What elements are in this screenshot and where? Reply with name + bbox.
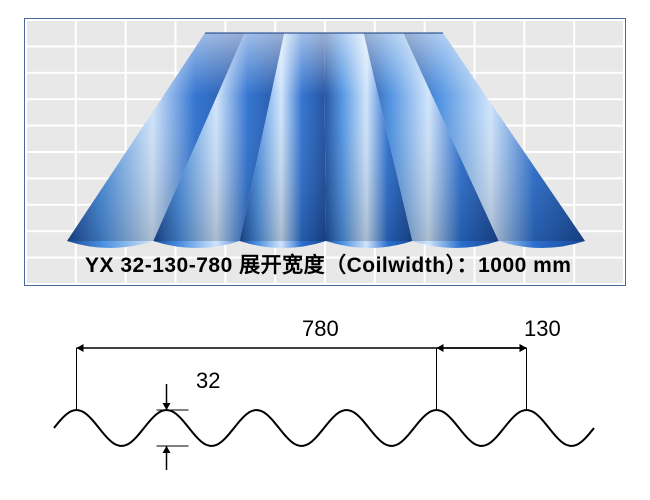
spec-text: YX 32-130-780 展开宽度（Coilwidth）：1000 mm: [85, 249, 571, 279]
dim-height: 32: [196, 368, 220, 394]
dim-overall-width: 780: [302, 316, 339, 342]
dim-pitch: 130: [524, 316, 561, 342]
illustration-panel: YX 32-130-780 展开宽度（Coilwidth）：1000 mm: [24, 18, 626, 286]
corrugated-sheet-3d: [25, 19, 625, 285]
cross-section-diagram: 780 130 32: [34, 310, 614, 470]
